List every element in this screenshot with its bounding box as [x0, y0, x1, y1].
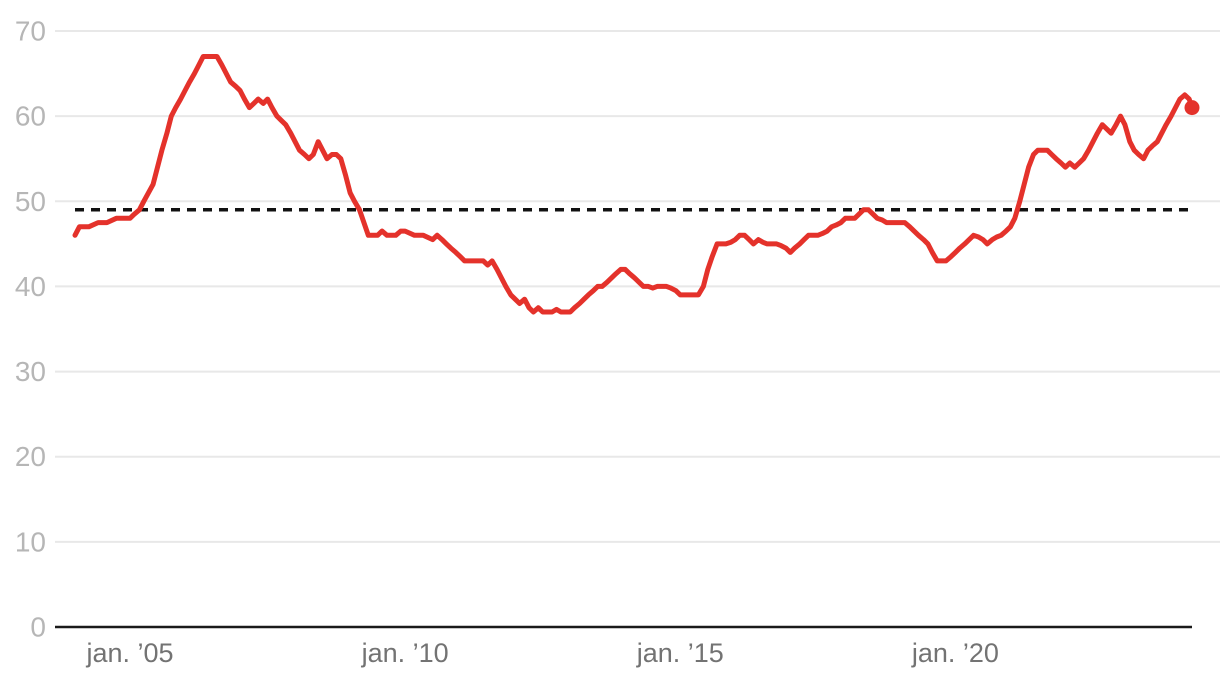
x-axis-label: jan. ’20 — [911, 638, 999, 668]
y-axis-label: 0 — [30, 612, 46, 643]
x-axis-label: jan. ’15 — [636, 638, 724, 668]
y-axis-label: 70 — [15, 16, 46, 47]
y-axis-label: 40 — [15, 271, 46, 302]
y-axis-label: 10 — [15, 526, 46, 557]
y-axis-label: 20 — [15, 441, 46, 472]
y-axis-label: 50 — [15, 186, 46, 217]
data-series-line — [72, 54, 1195, 315]
y-axis-label: 30 — [15, 356, 46, 387]
x-axis-label: jan. ’10 — [361, 638, 449, 668]
series-end-dot — [1184, 100, 1200, 116]
y-axis-label: 60 — [15, 101, 46, 132]
x-axis-label: jan. ’05 — [85, 638, 173, 668]
